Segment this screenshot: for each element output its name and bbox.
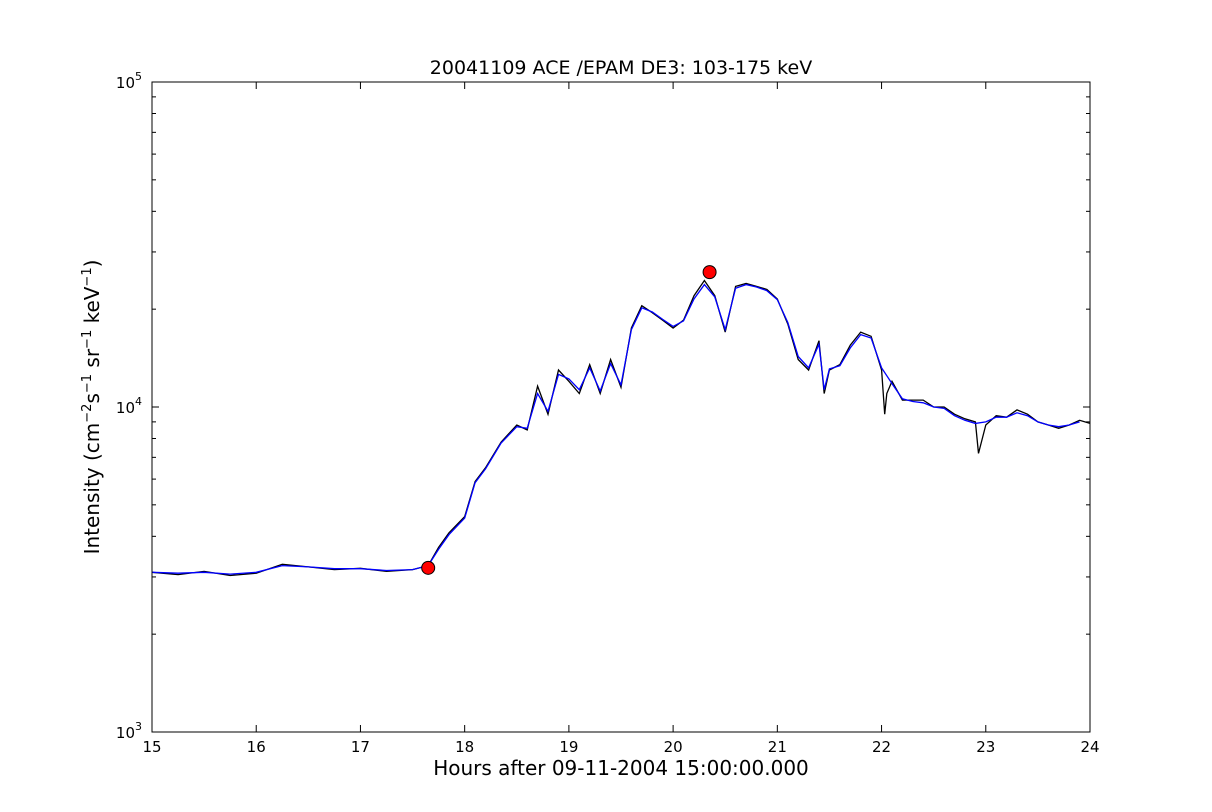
plot-area [151,265,1091,577]
x-tick-label: 21 [768,738,787,756]
event-marker-2 [702,265,717,280]
x-tick-label: 20 [664,738,683,756]
x-tick-label: 18 [455,738,474,756]
y-axis-label: Intensity (cm−2s−1 sr−1 keV−1) [80,260,104,555]
x-tick-label: 17 [351,738,370,756]
x-axis: 15 16 17 18 19 20 21 22 23 24 [142,82,1100,756]
y-tick-label: 104 [116,395,142,417]
y-tick-label: 103 [116,720,142,742]
plot-frame [151,81,1091,733]
chart-title: 20041109 ACE /EPAM DE3: 103-175 keV [430,57,812,79]
series-line-1 [151,279,1091,577]
x-tick-label: 24 [1080,738,1099,756]
series-line-2 [151,283,1080,575]
x-tick-label: 23 [976,738,995,756]
y-tick-label: 105 [116,70,142,92]
x-axis-label: Hours after 09-11-2004 15:00:00.000 [433,756,809,780]
x-tick-label: 15 [142,738,161,756]
x-tick-label: 16 [247,738,266,756]
x-tick-label: 22 [872,738,891,756]
y-axis: 103 104 105 [116,70,1090,742]
x-tick-label: 19 [559,738,578,756]
event-marker-1 [421,560,436,575]
